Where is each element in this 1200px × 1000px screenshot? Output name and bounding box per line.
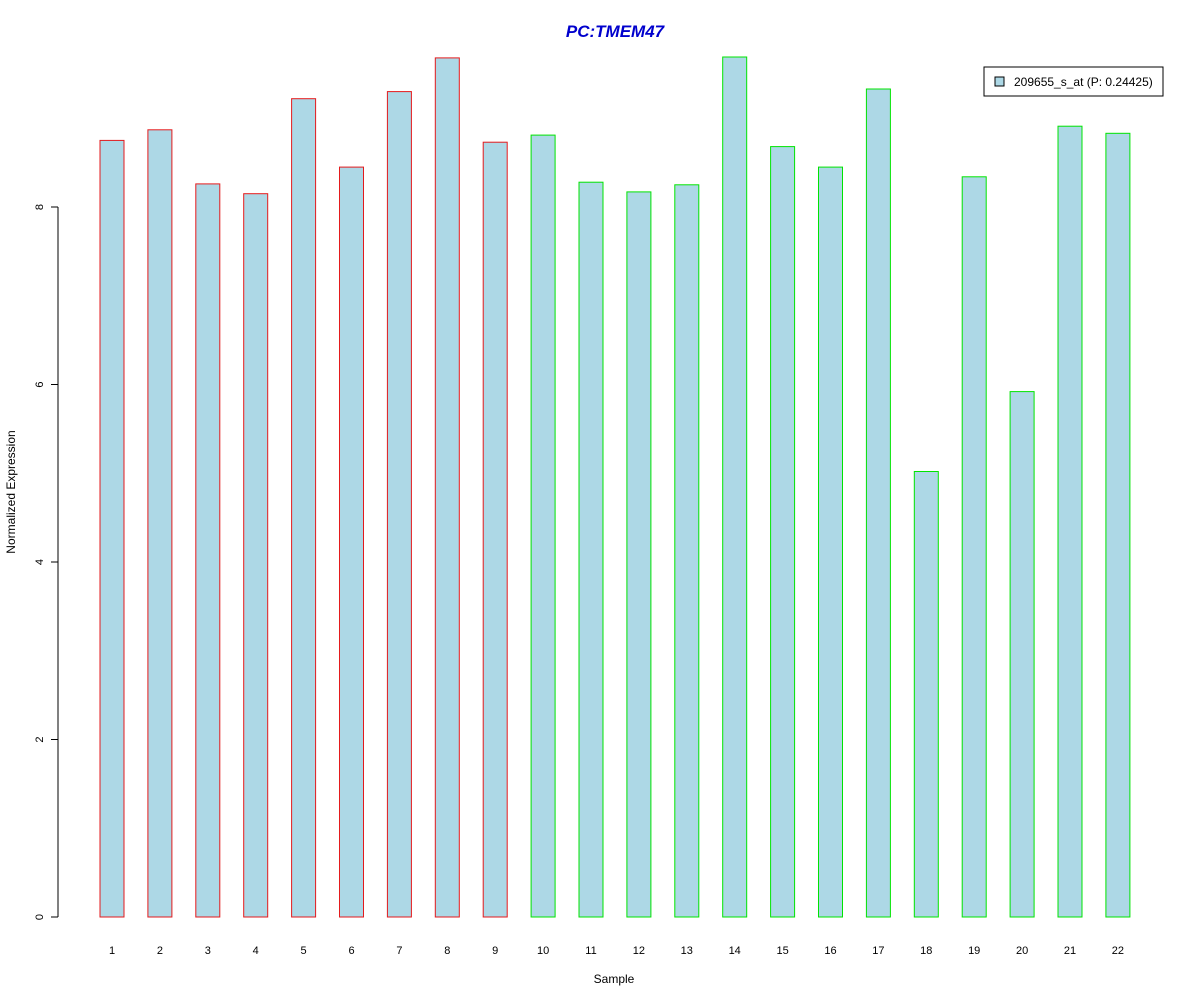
x-tick-label: 6 [348, 945, 354, 957]
bar-sample-16 [818, 166, 843, 918]
x-tick-label: 7 [396, 945, 402, 957]
legend-swatch [994, 76, 1005, 87]
y-axis: 0 2 4 6 8 [34, 204, 59, 920]
bar-sample-15 [770, 146, 796, 918]
bar-sample-8 [434, 57, 460, 918]
bar-sample-7 [386, 91, 412, 918]
bar-sample-5 [291, 98, 317, 918]
y-tick-label: 4 [34, 559, 46, 565]
legend: 209655_s_at (P: 0.24425) [983, 66, 1164, 97]
x-tick-labels: 1 2 3 4 5 6 7 8 9 10 11 12 13 14 15 16 17 18 19 20 21 22 [109, 945, 1124, 957]
x-tick-label: 20 [1016, 945, 1028, 957]
bar-sample-18 [913, 471, 939, 918]
bar-sample-4 [243, 193, 269, 918]
chart-title: PC:TMEM47 [566, 22, 666, 41]
y-tick-label: 2 [34, 736, 46, 742]
bar-sample-19 [961, 176, 987, 918]
x-tick-label: 4 [253, 945, 259, 957]
bar-sample-3 [195, 183, 221, 918]
x-tick-label: 2 [157, 945, 163, 957]
y-tick-label: 8 [34, 204, 46, 210]
x-tick-label: 17 [872, 945, 884, 957]
x-tick-label: 3 [205, 945, 211, 957]
x-tick-label: 11 [585, 945, 596, 957]
x-tick-label: 8 [444, 945, 450, 957]
bars-group [99, 56, 1131, 918]
x-tick-label: 10 [537, 945, 549, 957]
legend-box [983, 66, 1164, 97]
bar-sample-21 [1057, 125, 1083, 918]
bar-sample-17 [865, 88, 891, 918]
bar-sample-12 [626, 191, 652, 918]
bar-sample-10 [530, 134, 556, 918]
bar-sample-13 [674, 184, 700, 918]
y-tick-label: 6 [34, 381, 46, 387]
x-tick-label: 12 [633, 945, 645, 957]
bar-sample-11 [578, 181, 604, 918]
bar-sample-6 [339, 166, 364, 918]
x-tick-label: 22 [1112, 945, 1124, 957]
x-tick-label: 13 [681, 945, 693, 957]
bar-sample-20 [1009, 391, 1035, 918]
x-tick-label: 19 [968, 945, 980, 957]
bar-sample-2 [147, 129, 173, 918]
x-axis-title: Sample [594, 972, 635, 986]
x-tick-label: 15 [776, 945, 788, 957]
bar-sample-14 [722, 56, 748, 918]
y-axis-title: Normalized Expression [4, 430, 18, 553]
bar-sample-1 [99, 139, 125, 918]
x-tick-label: 1 [109, 945, 115, 957]
x-tick-label: 16 [824, 945, 836, 957]
x-tick-label: 14 [729, 945, 741, 957]
y-tick-label: 0 [34, 914, 46, 920]
legend-label: 209655_s_at (P: 0.24425) [1014, 75, 1153, 89]
bar-sample-22 [1105, 132, 1131, 918]
x-tick-label: 18 [920, 945, 932, 957]
x-tick-label: 9 [492, 945, 498, 957]
bar-sample-9 [482, 141, 508, 918]
x-tick-label: 5 [301, 945, 307, 957]
x-tick-label: 21 [1064, 945, 1076, 957]
